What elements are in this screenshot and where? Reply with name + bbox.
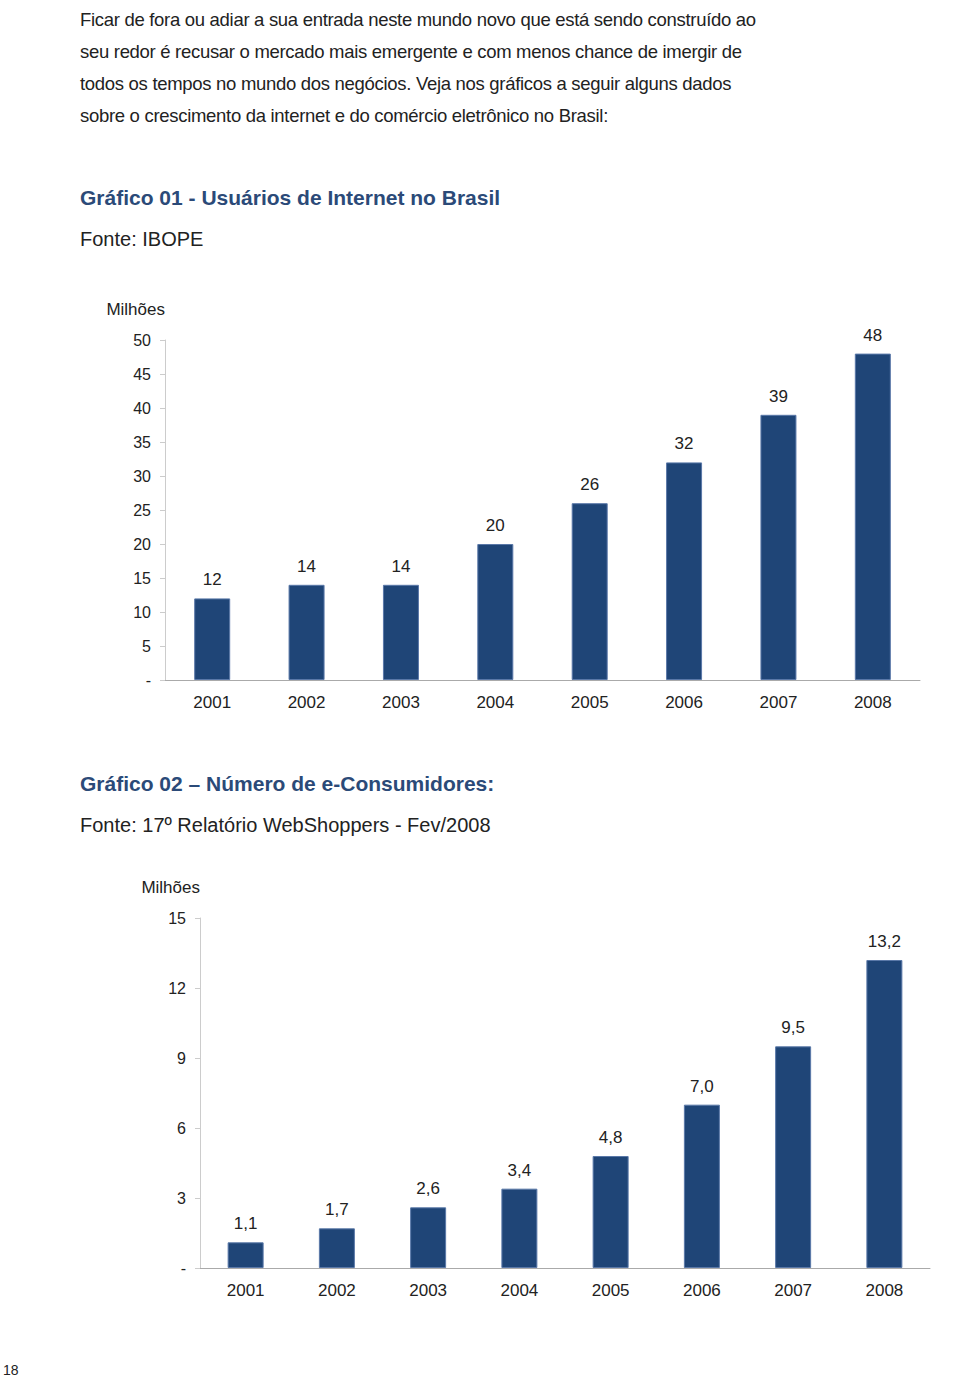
svg-text:6: 6 bbox=[177, 1120, 186, 1137]
svg-text:10: 10 bbox=[133, 604, 151, 621]
html-text:Ficar de fora ou adiar a sua e: Ficar de fora ou adiar a sua entrada nes… bbox=[80, 9, 756, 126]
html-text:Fonte: IBOPE: Fonte: IBOPE bbox=[80, 228, 204, 250]
svg-text:14: 14 bbox=[391, 557, 410, 576]
svg-text:2002: 2002 bbox=[288, 693, 326, 712]
svg-text:2006: 2006 bbox=[665, 693, 703, 712]
svg-text:2002: 2002 bbox=[318, 1281, 356, 1300]
svg-text:7,0: 7,0 bbox=[690, 1077, 714, 1096]
svg-text:30: 30 bbox=[133, 468, 151, 485]
svg-text:5: 5 bbox=[142, 638, 151, 655]
svg-text:2004: 2004 bbox=[500, 1281, 538, 1300]
svg-text:Milhões: Milhões bbox=[141, 878, 200, 897]
svg-text:20: 20 bbox=[133, 536, 151, 553]
svg-text:2007: 2007 bbox=[774, 1281, 812, 1300]
svg-text:4,8: 4,8 bbox=[599, 1128, 623, 1147]
svg-text:3: 3 bbox=[177, 1190, 186, 1207]
svg-text:3,4: 3,4 bbox=[508, 1161, 532, 1180]
svg-text:2004: 2004 bbox=[476, 693, 514, 712]
svg-text:32: 32 bbox=[675, 434, 694, 453]
svg-text:25: 25 bbox=[133, 502, 151, 519]
svg-text:13,2: 13,2 bbox=[868, 932, 901, 951]
svg-text:2003: 2003 bbox=[382, 693, 420, 712]
svg-text:14: 14 bbox=[297, 557, 316, 576]
svg-text:26: 26 bbox=[580, 475, 599, 494]
svg-text:20: 20 bbox=[486, 516, 505, 535]
svg-text:2003: 2003 bbox=[409, 1281, 447, 1300]
svg-text:39: 39 bbox=[769, 387, 788, 406]
svg-text:15: 15 bbox=[168, 910, 186, 927]
svg-text:2008: 2008 bbox=[854, 693, 892, 712]
svg-text:2008: 2008 bbox=[865, 1281, 903, 1300]
svg-text:9,5: 9,5 bbox=[781, 1018, 805, 1037]
svg-text:9: 9 bbox=[177, 1050, 186, 1067]
svg-text:2007: 2007 bbox=[760, 693, 798, 712]
svg-text:12: 12 bbox=[203, 570, 222, 589]
html-text:Gráfico 02 – Número de e-Consu: Gráfico 02 – Número de e-Consumidores: bbox=[80, 772, 495, 795]
svg-text:45: 45 bbox=[133, 366, 151, 383]
html-text:Gráfico 01 - Usuários de Inter: Gráfico 01 - Usuários de Internet no Bra… bbox=[80, 186, 501, 209]
svg-text:1,7: 1,7 bbox=[325, 1200, 349, 1219]
svg-text:1,1: 1,1 bbox=[234, 1214, 258, 1233]
svg-text:15: 15 bbox=[133, 570, 151, 587]
html-text:Fonte: 17º Relatório WebShoppe: Fonte: 17º Relatório WebShoppers - Fev/2… bbox=[80, 814, 491, 836]
svg-text:12: 12 bbox=[168, 980, 186, 997]
svg-text:2006: 2006 bbox=[683, 1281, 721, 1300]
svg-text:2005: 2005 bbox=[571, 693, 609, 712]
svg-text:Milhões: Milhões bbox=[106, 300, 165, 319]
svg-text:2001: 2001 bbox=[227, 1281, 265, 1300]
svg-text:2001: 2001 bbox=[193, 693, 231, 712]
svg-text:-: - bbox=[181, 1260, 186, 1277]
svg-text:2,6: 2,6 bbox=[416, 1179, 440, 1198]
svg-text:-: - bbox=[146, 672, 151, 689]
svg-text:48: 48 bbox=[863, 326, 882, 345]
svg-text:35: 35 bbox=[133, 434, 151, 451]
svg-text:2005: 2005 bbox=[592, 1281, 630, 1300]
svg-text:40: 40 bbox=[133, 400, 151, 417]
html-text:18: 18 bbox=[3, 1362, 19, 1378]
svg-text:50: 50 bbox=[133, 332, 151, 349]
